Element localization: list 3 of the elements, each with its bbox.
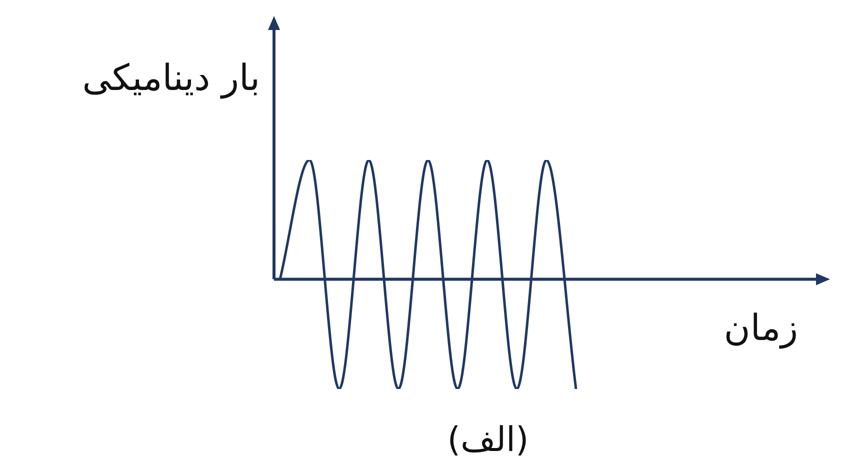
x-axis-title: زمان xyxy=(724,308,798,349)
text: (الف) xyxy=(446,420,530,460)
y-axis-title: بار دینامیکی xyxy=(81,58,260,99)
